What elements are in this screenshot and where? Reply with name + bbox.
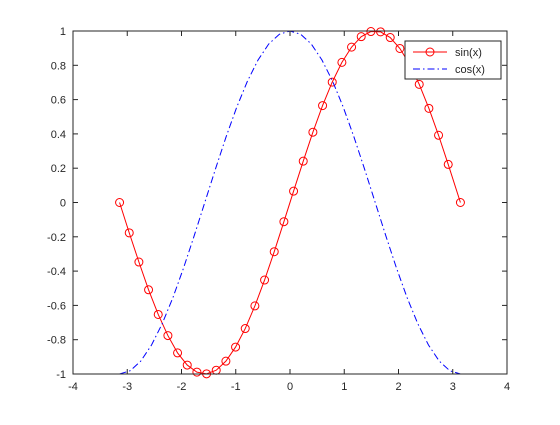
x-tick-label: 0: [287, 381, 293, 393]
data-point: [318, 101, 328, 111]
data-point: [134, 257, 144, 267]
data-point: [144, 285, 154, 295]
data-point: [308, 127, 318, 137]
y-tick-label: -0.4: [47, 266, 66, 278]
data-point: [269, 247, 279, 257]
data-point: [376, 27, 386, 37]
data-point: [443, 159, 453, 169]
x-tick-label: 1: [341, 381, 347, 393]
x-tick-label: -4: [68, 381, 78, 393]
x-tick-label: 3: [450, 381, 456, 393]
data-point: [337, 57, 347, 67]
legend-label: sin(x): [455, 47, 482, 59]
data-point: [173, 348, 183, 358]
y-tick-label: 0.6: [51, 95, 66, 107]
data-point: [250, 301, 260, 311]
data-point: [434, 130, 444, 140]
y-tick-label: 0.2: [51, 163, 66, 175]
y-tick-label: -1: [56, 369, 66, 381]
x-tick-label: 2: [395, 381, 401, 393]
legend-label: cos(x): [455, 64, 485, 76]
data-point: [182, 360, 192, 370]
x-tick-label: -1: [231, 381, 241, 393]
x-tick-label: -2: [177, 381, 187, 393]
legend-marker-sample: [425, 47, 435, 57]
data-point: [192, 367, 202, 377]
data-point: [395, 43, 405, 53]
data-point: [289, 186, 299, 196]
data-point: [221, 356, 231, 366]
data-point: [356, 32, 366, 42]
y-tick-label: 1: [60, 26, 66, 38]
y-tick-label: -0.6: [47, 300, 66, 312]
data-point: [414, 79, 424, 89]
data-point: [279, 217, 289, 227]
data-point: [163, 331, 173, 341]
legend-box: [404, 40, 502, 80]
data-point: [424, 103, 434, 113]
data-point: [327, 77, 337, 87]
x-tick-label: -3: [122, 381, 132, 393]
data-point: [455, 198, 465, 207]
y-tick-label: 0: [60, 198, 66, 210]
data-point: [298, 156, 308, 166]
axes-layer: -4 -3 -2 -1 0 1 2 3 4 -1 -0.8 -0.6 -0.4 -0.2 0 0.2 0.4 0.…: [47, 26, 510, 393]
x-tick-label: 4: [504, 381, 510, 393]
data-point: [366, 27, 376, 37]
data-point: [231, 342, 241, 352]
data-point: [124, 228, 134, 238]
y-tick-label: 0.4: [51, 129, 66, 141]
legend[interactable]: sin(x) cos(x): [404, 40, 502, 80]
data-point: [347, 42, 357, 52]
y-tick-label: 0.8: [51, 60, 66, 72]
data-point: [385, 33, 395, 43]
data-point: [260, 275, 270, 285]
data-point: [153, 309, 163, 319]
series-line-1: [119, 31, 461, 375]
y-tick-label: -0.8: [47, 335, 66, 347]
data-point: [115, 198, 125, 207]
y-tick-label: -0.2: [47, 232, 66, 244]
data-point: [240, 324, 250, 334]
